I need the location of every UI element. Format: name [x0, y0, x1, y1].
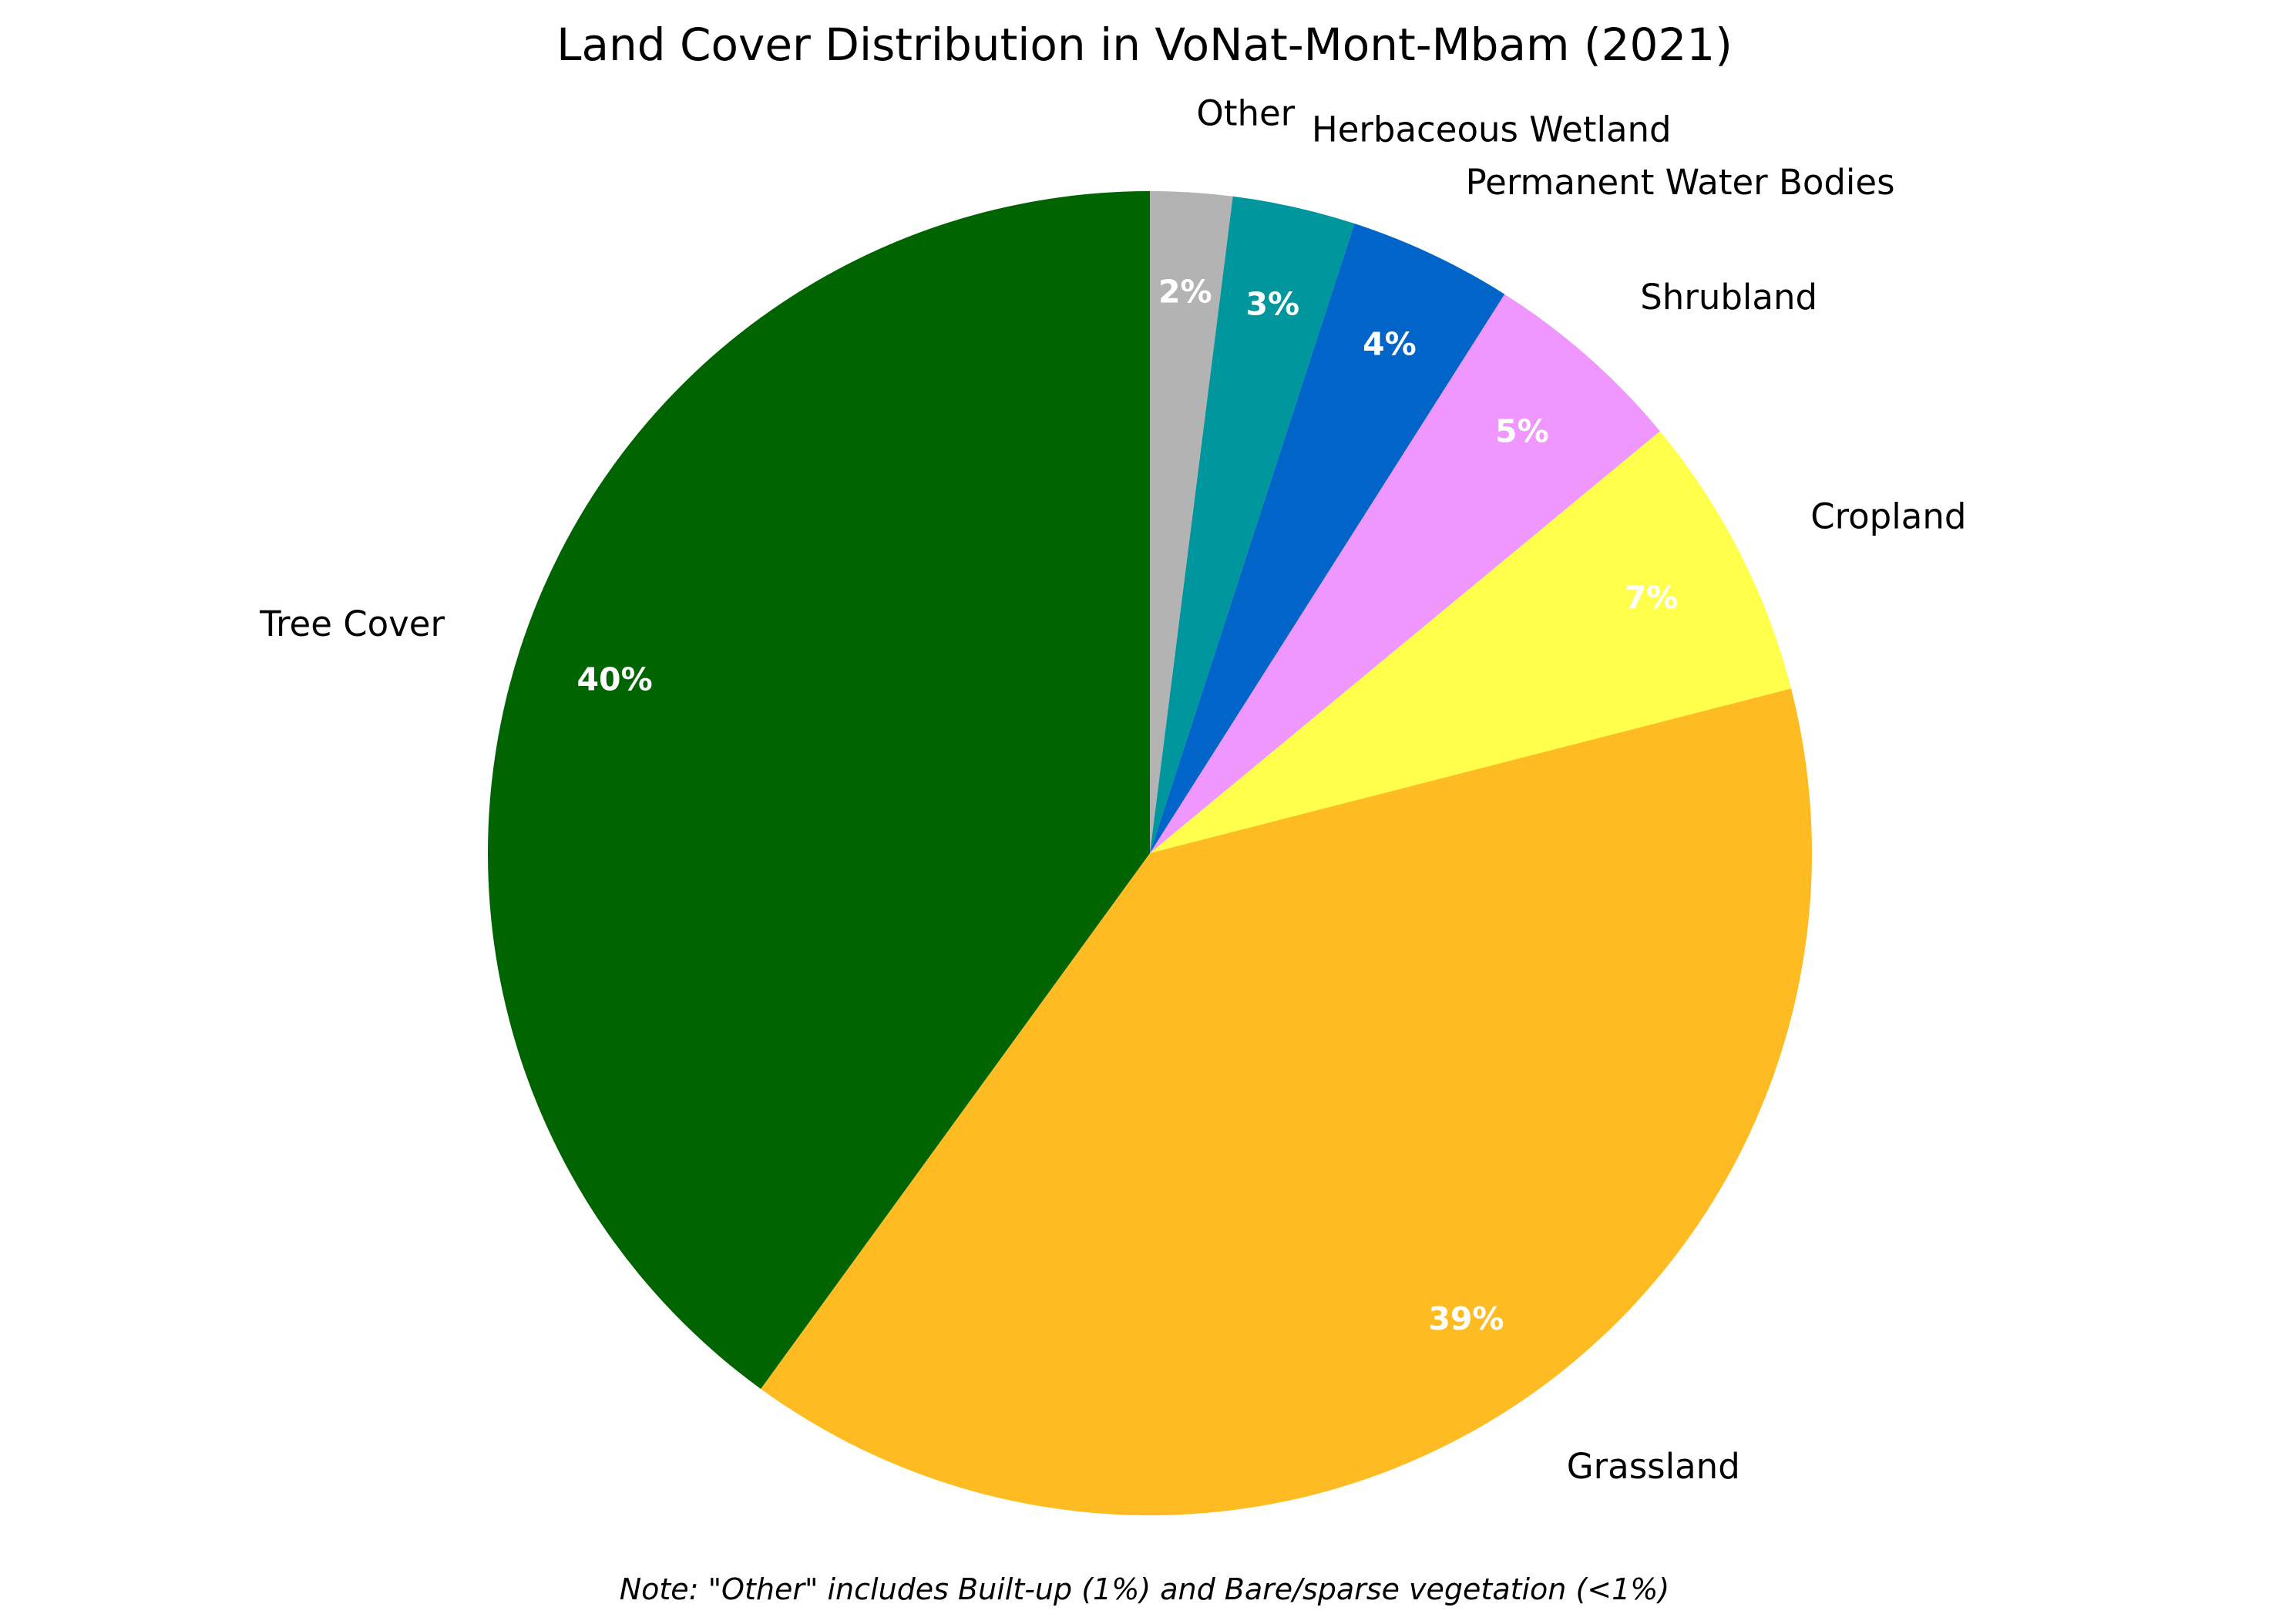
pie-category-labels: Other Herbaceous Wetland Permanent Water B… [259, 92, 1966, 1487]
pie-percent-labels: 2% 3% 4% 5% 7% 39% 40% [577, 273, 1679, 1337]
pie-slice-tree-cover [488, 191, 1150, 1389]
category-label-other: Other [1196, 92, 1295, 133]
category-label-tree-cover: Tree Cover [259, 604, 445, 644]
pie-slices [488, 191, 1812, 1515]
category-label-shrubland: Shrubland [1640, 277, 1817, 318]
pie-slice-other [1150, 191, 1233, 853]
percent-label-herbaceous-wetland: 3% [1245, 285, 1299, 322]
category-label-herbaceous-wetland: Herbaceous Wetland [1312, 109, 1672, 150]
category-label-grassland: Grassland [1567, 1446, 1740, 1487]
percent-label-permanent-water-bodies: 4% [1363, 325, 1417, 362]
chart-title: Land Cover Distribution in VoNat-Mont-Mb… [556, 18, 1733, 71]
percent-label-cropland: 7% [1625, 580, 1679, 617]
pie-slice-grassland [761, 688, 1812, 1515]
chart-note: Note: "Other" includes Built-up (1%) and… [620, 1572, 1670, 1606]
pie-slice-cropland [1150, 431, 1792, 853]
percent-label-other: 2% [1158, 273, 1212, 310]
percent-label-shrubland: 5% [1495, 412, 1549, 449]
percent-label-tree-cover: 40% [577, 661, 653, 698]
pie-slice-permanent-water-bodies [1150, 224, 1505, 853]
category-label-cropland: Cropland [1810, 496, 1966, 537]
pie-slice-herbaceous-wetland [1150, 196, 1355, 854]
pie-slice-shrubland [1150, 294, 1660, 854]
percent-label-grassland: 39% [1428, 1300, 1504, 1337]
category-label-permanent-water-bodies: Permanent Water Bodies [1466, 162, 1895, 203]
